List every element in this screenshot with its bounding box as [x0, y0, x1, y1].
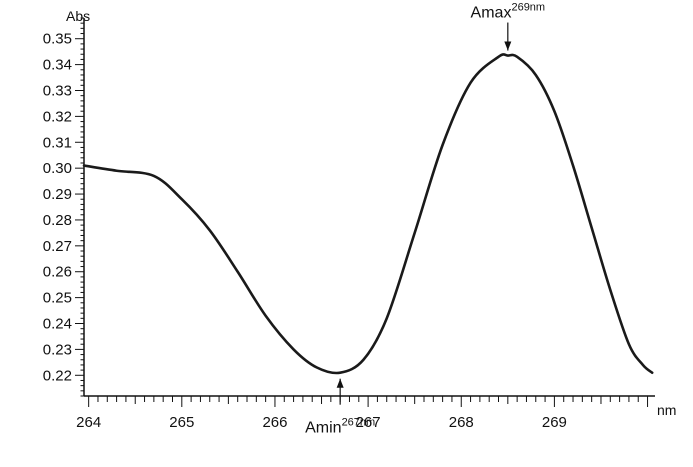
y-tick-label: 0.27 [43, 238, 72, 255]
y-tick-label: 0.24 [43, 316, 72, 333]
y-tick-label: 0.33 [43, 82, 72, 99]
series-line-0 [82, 53, 654, 375]
y-tick-label: 0.31 [43, 134, 72, 151]
x-tick-label: 264 [76, 414, 101, 431]
annotation-label-main: Amax [471, 5, 512, 22]
annotation-label: Amin267nm [305, 417, 375, 437]
x-tick-label: 265 [169, 414, 194, 431]
annotation-arrow-head [504, 41, 512, 51]
y-tick-label: 0.25 [43, 290, 72, 307]
y-tick-label: 0.29 [43, 186, 72, 203]
annotation-label-superscript: 267nm [342, 417, 376, 429]
x-tick-label: 268 [449, 414, 474, 431]
y-tick-label: 0.26 [43, 264, 72, 281]
y-tick-label: 0.22 [43, 367, 72, 384]
y-tick-label: 0.28 [43, 212, 72, 229]
y-tick-label: 0.23 [43, 341, 72, 358]
x-tick-label: 266 [262, 414, 287, 431]
annotation-label: Amax269nm [471, 2, 546, 22]
y-tick-label: 0.34 [43, 57, 72, 74]
annotation-label-main: Amin [305, 420, 341, 437]
x-tick-label: 269 [542, 414, 567, 431]
y-tick-label: 0.35 [43, 31, 72, 48]
y-axis-label: Abs [66, 8, 90, 24]
y-tick-label: 0.30 [43, 160, 72, 177]
annotation-label-superscript: 269nm [511, 2, 545, 14]
x-axis-label: nm [657, 402, 676, 418]
x-tick-label: 267 [356, 414, 381, 431]
annotation-arrow-head [336, 378, 344, 388]
y-tick-label: 0.32 [43, 108, 72, 125]
